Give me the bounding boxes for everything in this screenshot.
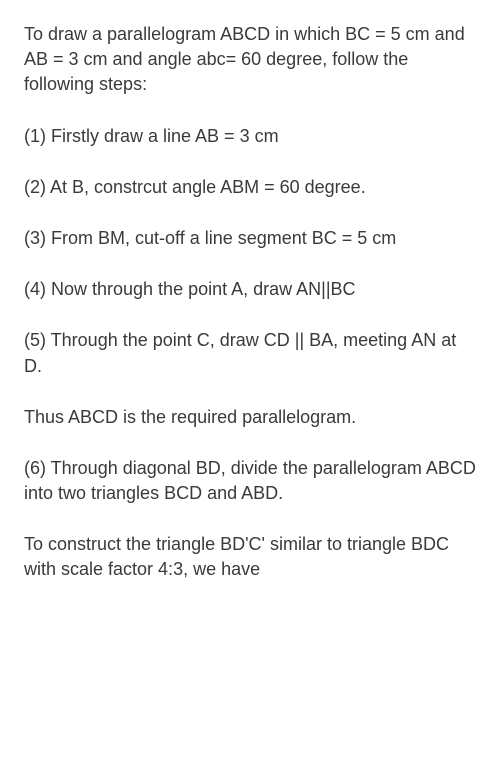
step-1: (1) Firstly draw a line AB = 3 cm (24, 124, 476, 149)
step-4: (4) Now through the point A, draw AN||BC (24, 277, 476, 302)
intro-paragraph: To draw a parallelogram ABCD in which BC… (24, 22, 476, 98)
step-5: (5) Through the point C, draw CD || BA, … (24, 328, 476, 378)
continuation-paragraph: To construct the triangle BD'C' similar … (24, 532, 476, 582)
step-6: (6) Through diagonal BD, divide the para… (24, 456, 476, 506)
step-3: (3) From BM, cut-off a line segment BC =… (24, 226, 476, 251)
conclusion-paragraph: Thus ABCD is the required parallelogram. (24, 405, 476, 430)
step-2: (2) At B, constrcut angle ABM = 60 degre… (24, 175, 476, 200)
